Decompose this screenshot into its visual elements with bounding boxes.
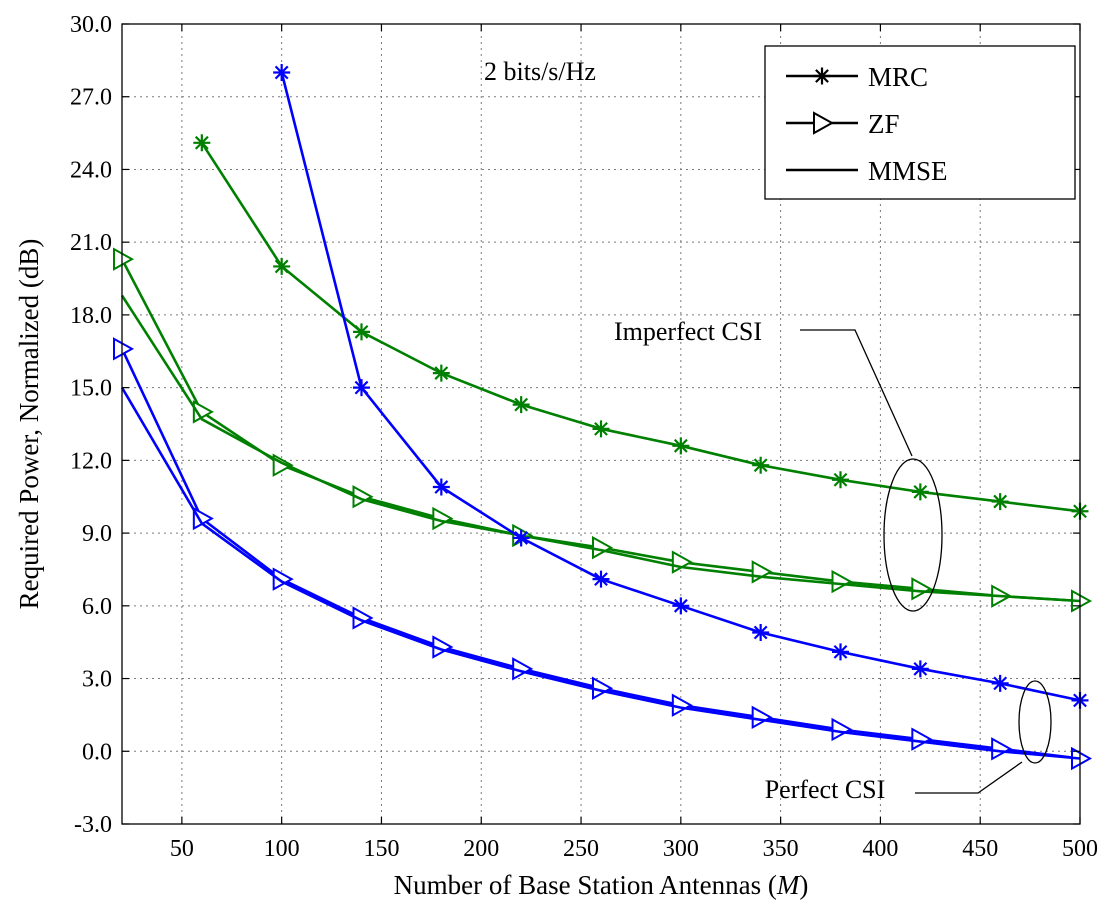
data-point-triangle (113, 337, 135, 361)
legend-label: ZF (868, 109, 900, 139)
data-point-asterisk (432, 478, 450, 496)
annotation-ellipse (1018, 680, 1052, 764)
x-tick-label: 400 (862, 836, 898, 862)
data-point-triangle (272, 567, 294, 591)
data-point-triangle (911, 727, 933, 751)
data-point-asterisk (273, 63, 291, 81)
data-point-asterisk (752, 623, 770, 641)
x-tick-label: 300 (663, 836, 699, 862)
x-tick-label: 500 (1062, 836, 1098, 862)
series-perfect-mmse (120, 386, 1081, 760)
series-line (120, 386, 1081, 760)
x-tick-label: 100 (264, 836, 300, 862)
data-point-triangle (831, 717, 853, 742)
x-tick-label: 150 (363, 836, 399, 862)
data-point-asterisk (991, 674, 1009, 692)
y-tick-label: 0.0 (82, 739, 112, 765)
data-point-asterisk (832, 643, 849, 661)
data-point-asterisk (592, 570, 610, 588)
data-point-triangle (911, 577, 933, 601)
annotation-imperfect-csi-label: Imperfect CSI (614, 317, 762, 346)
y-tick-label: 21.0 (70, 230, 112, 256)
data-point-triangle (831, 569, 853, 594)
y-axis-label: Required Power, Normalized (dB) (14, 239, 44, 610)
data-point-asterisk (592, 420, 610, 438)
data-point-asterisk (911, 483, 929, 501)
y-tick-label: 12.0 (70, 448, 112, 474)
y-tick-label: 18.0 (70, 303, 112, 329)
data-point-asterisk (353, 379, 370, 397)
data-point-asterisk (911, 660, 929, 678)
series-line (200, 142, 1081, 513)
series-group (113, 63, 1093, 771)
data-point-asterisk (672, 597, 690, 615)
x-tick-label: 200 (463, 836, 499, 862)
data-point-triangle (192, 400, 214, 424)
data-point-asterisk (832, 471, 849, 489)
y-tick-label: 15.0 (70, 376, 112, 402)
y-tick-label: 24.0 (70, 157, 112, 183)
x-tick-label: 450 (962, 836, 998, 862)
legend-item-mmse: MMSE (786, 156, 948, 186)
y-tick-label: 6.0 (82, 594, 112, 620)
data-point-triangle (751, 560, 773, 584)
data-point-triangle (113, 247, 135, 271)
data-point-asterisk (353, 323, 370, 341)
x-axis-label: Number of Base Station Antennas (M) (394, 870, 809, 900)
plot-frame (121, 23, 1081, 825)
y-tick-label: 3.0 (82, 667, 112, 693)
annotation-leader-line (915, 761, 1023, 794)
legend-label: MRC (868, 62, 928, 92)
annotation-leader-line (800, 329, 913, 457)
data-point-asterisk (512, 529, 530, 547)
x-axis-label-variable: M (776, 870, 801, 900)
series-perfect-mrc (273, 63, 1089, 709)
series-imperfect-mrc (193, 134, 1089, 520)
tick-labels: 50 100 150 200 250 300 350 400 450 500 -3.0 0.0 3.0 6… (70, 12, 1098, 862)
data-point-asterisk (512, 396, 530, 414)
data-point-triangle (991, 737, 1013, 761)
y-tick-label: 9.0 (82, 521, 112, 547)
annotation-rate: 2 bits/s/Hz (484, 57, 596, 86)
x-tick-label: 350 (763, 836, 799, 862)
x-axis-label-prefix: Number of Base Station Antennas ( (394, 870, 777, 900)
annotation-perfect-csi: Perfect CSI (765, 680, 1052, 804)
legend: MRC ZF MMSE (764, 45, 1076, 200)
y-tick-label: 27.0 (70, 85, 112, 111)
legend-item-zf: ZF (786, 109, 900, 139)
annotation-perfect-csi-label: Perfect CSI (765, 775, 886, 804)
legend-marker-triangle (813, 111, 835, 135)
x-tick-label: 50 (170, 836, 194, 862)
data-point-asterisk (193, 134, 211, 152)
data-point-asterisk (991, 493, 1009, 511)
legend-item-mrc: MRC (786, 62, 928, 92)
annotation-ellipse (883, 458, 943, 612)
y-tick-label: -3.0 (74, 812, 112, 838)
series-imperfect-mmse (120, 294, 1081, 603)
data-point-triangle (751, 705, 773, 730)
data-point-asterisk (752, 456, 770, 474)
data-point-asterisk (672, 437, 690, 455)
x-axis-label-suffix: ) (799, 870, 808, 900)
x-tick-label: 250 (563, 836, 599, 862)
data-point-triangle (592, 535, 614, 560)
annotation-imperfect-csi: Imperfect CSI (614, 317, 943, 612)
data-point-asterisk (273, 257, 291, 275)
data-point-asterisk (432, 364, 450, 382)
legend-label: MMSE (868, 156, 948, 186)
series-line (120, 294, 1081, 603)
y-tick-label: 30.0 (70, 12, 112, 38)
legend-marker-asterisk (813, 67, 831, 85)
